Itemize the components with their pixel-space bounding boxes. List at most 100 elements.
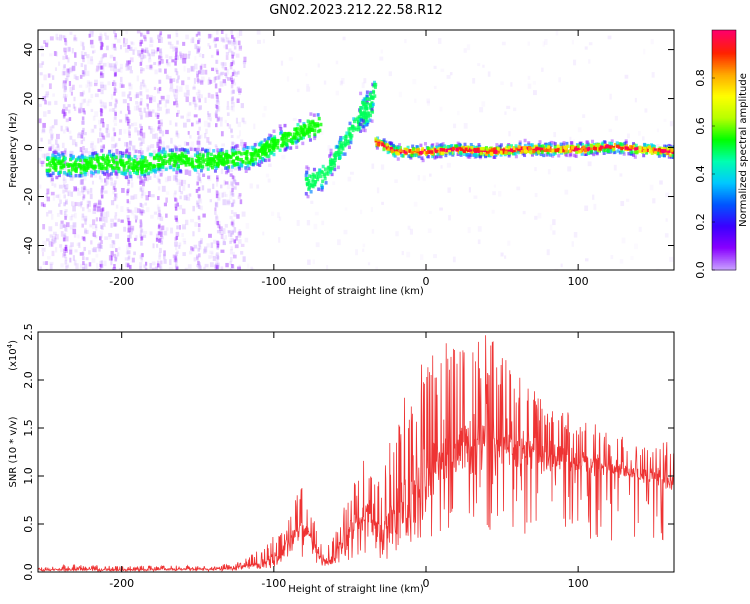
spectrogram-trace-cell [113, 154, 117, 159]
spectrogram-streak-cell [64, 96, 67, 101]
spectrogram-noise-cell [110, 93, 114, 100]
spectrogram-streak-cell [215, 194, 219, 199]
figure-title: GN02.2023.212.22.58.R12 [269, 3, 443, 18]
spectrogram-trace-cell [608, 141, 612, 146]
spectrogram-noise-cell [152, 149, 157, 154]
colorbar-step [712, 238, 736, 241]
spectrogram-streak-cell [127, 107, 131, 112]
spectrogram-noise-cell [142, 85, 147, 89]
spectrogram-noise-cell [175, 173, 179, 177]
spectrogram-noise-cell [60, 247, 64, 253]
spectrogram-noise-cell [132, 145, 136, 151]
spectrogram-trace-cell [344, 134, 348, 139]
spectrogram-noise-cell [159, 119, 163, 125]
spectrogram-trace-cell [566, 144, 570, 149]
spectrogram-noise-cell [183, 65, 186, 72]
spectrogram-trace-cell [237, 150, 241, 155]
spectrogram-noise-cell [113, 122, 118, 126]
spectrogram-trace-cell [279, 127, 283, 131]
spectrogram-trace-cell [622, 152, 626, 156]
spectrogram-noise-cell [190, 66, 194, 72]
spectrogram-streak-cell [128, 60, 131, 65]
spectrogram-noise-cell [63, 47, 68, 51]
spectrogram-noise-cell [187, 76, 191, 80]
spectrogram-noise-cell [90, 143, 94, 149]
spectrogram-trace-cell [295, 145, 299, 149]
spectrogram-noise-cell [220, 131, 224, 137]
spectrogram-streak-cell [215, 265, 219, 270]
spectrogram-noise-cell [42, 240, 45, 245]
spectrogram-streak-cell [174, 58, 178, 63]
spectrogram-noise-cell [226, 200, 231, 204]
spectrogram-streak-cell [114, 103, 118, 108]
spectrogram-noise-cell [177, 133, 180, 139]
spectrogram-noise-cell [130, 182, 134, 188]
spectrogram-streak-cell [196, 170, 199, 175]
spectrogram-trace-cell [115, 172, 119, 176]
spectrogram-noise-cell [237, 121, 241, 128]
colorbar-step [712, 30, 736, 33]
spectrogram-noise-cell [412, 79, 417, 85]
spectrogram-trace-cell [178, 155, 182, 159]
spectrogram-noise-cell [477, 226, 482, 232]
spectrogram-trace-cell [313, 182, 317, 187]
spectrogram-trace-cell [51, 153, 55, 158]
spectrogram-noise-cell [208, 233, 212, 238]
spectrogram-trace-cell [157, 158, 161, 163]
colorbar-step [712, 160, 736, 163]
spectrogram-trace-cell [229, 155, 233, 160]
spectrogram-trace-cell [79, 165, 83, 170]
spectrogram-trace-cell [665, 144, 669, 149]
spectrogram-trace-cell [632, 153, 636, 157]
spectrogram-noise-cell [44, 100, 47, 105]
spectrogram-noise-cell [447, 187, 451, 193]
spectrogram-noise-cell [131, 257, 135, 263]
spectrogram-noise-cell [188, 50, 191, 56]
spectrogram-streak-cell [216, 265, 220, 270]
spectrogram-streak-cell [129, 265, 132, 270]
spectrogram-trace-cell [531, 146, 535, 151]
spectrogram-streak-cell [64, 215, 67, 220]
spectrogram-trace-cell [158, 167, 162, 172]
spectrogram-streak-cell [174, 206, 178, 211]
spectrogram-trace-cell [309, 190, 313, 194]
spectrogram-noise-cell [196, 140, 201, 145]
spectrogram-trace-cell [514, 144, 518, 148]
spectrogram-noise-cell [167, 41, 172, 45]
spectrogram-trace-cell [347, 130, 351, 135]
spectrogram-trace-cell [90, 152, 94, 156]
spectrogram-trace-cell [548, 148, 552, 152]
spectrogram-streak-cell [114, 64, 117, 69]
spectrogram-noise-cell [38, 118, 42, 124]
spectrogram-noise-cell [40, 45, 44, 51]
colorbar-step [712, 48, 736, 51]
spectrogram-noise-cell [207, 33, 212, 39]
spectrogram-noise-cell [77, 133, 81, 139]
spectrogram-streak-cell [129, 264, 132, 269]
spectrogram-noise-cell [215, 145, 218, 151]
spectrogram-trace-cell [506, 144, 510, 148]
spectrogram-noise-cell [90, 93, 94, 99]
spectrogram-trace-cell [383, 143, 387, 148]
spectrogram-trace-cell [136, 161, 140, 165]
spectrogram-trace-cell [347, 145, 351, 150]
spectrogram-streak-cell [82, 109, 85, 114]
spectrogram-trace-cell [206, 167, 210, 171]
colorbar-step [712, 80, 736, 83]
spectrogram-noise-cell [238, 229, 241, 234]
spectrogram-trace-cell [246, 145, 250, 150]
spectrogram-noise-cell [585, 258, 589, 262]
spectrogram-trace-cell [334, 150, 338, 155]
spectrogram-noise-cell [109, 243, 113, 249]
spectrogram-streak-cell [230, 191, 233, 196]
spectrogram-noise-cell [126, 60, 130, 66]
spectrogram-noise-cell [199, 198, 203, 204]
spectrogram-noise-cell [192, 231, 195, 237]
spectrogram-streak-cell [127, 118, 131, 123]
spectrogram-noise-cell [87, 58, 91, 65]
spectrogram-streak-cell [196, 130, 200, 135]
spectrogram-noise-cell [307, 259, 311, 265]
spectrogram-streak-cell [82, 188, 86, 193]
spectrogram-trace-cell [182, 154, 186, 158]
spectrogram-trace-cell [140, 167, 144, 172]
